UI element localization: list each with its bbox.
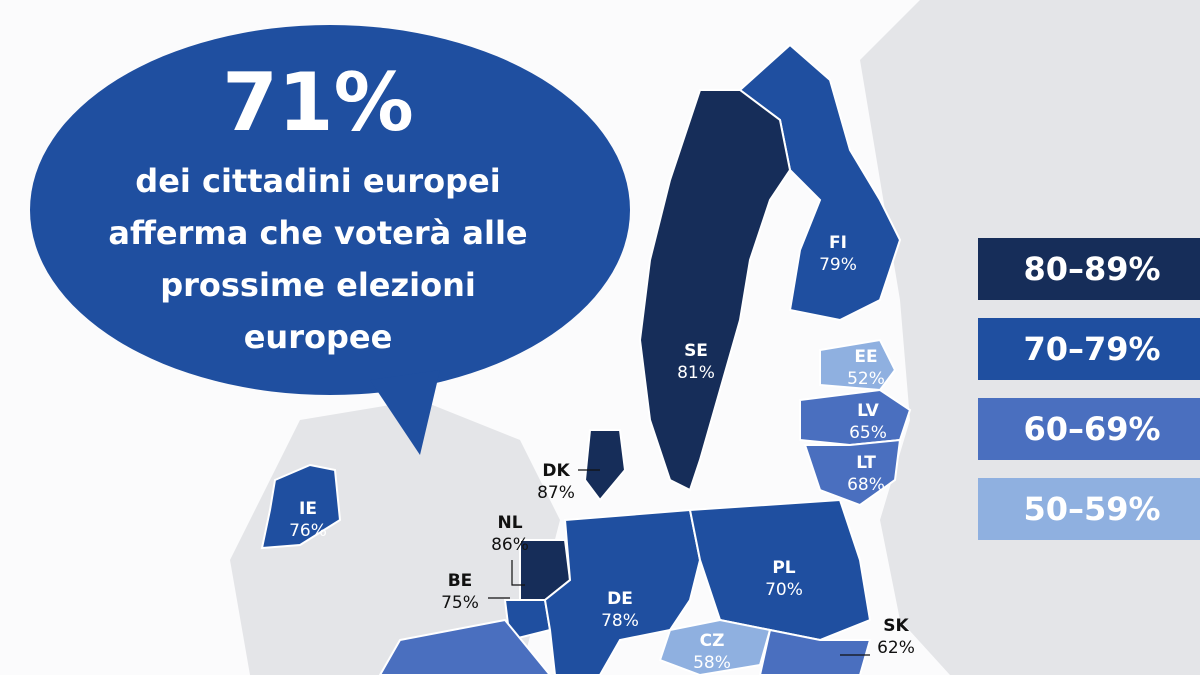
legend-label: 50–59% (1023, 490, 1160, 528)
country-value: 75% (441, 593, 479, 613)
country-code: DK (542, 461, 570, 481)
legend-swatch (978, 318, 1200, 380)
countries (260, 43, 912, 675)
country-code: LT (856, 453, 876, 473)
country-value: 79% (819, 255, 857, 275)
country-value: 52% (847, 369, 885, 389)
country-value: 65% (849, 423, 887, 443)
headline-value: 71% (222, 56, 413, 149)
country-code: CZ (700, 631, 725, 651)
country-code: LV (857, 401, 879, 421)
country-value: 81% (677, 363, 715, 383)
legend: 80–89% 70–79% 60–69% 50–59% (978, 238, 1200, 540)
headline-text: europee (244, 318, 393, 356)
leader-lines (488, 469, 870, 656)
country-code: BE (448, 571, 473, 591)
country-value: 62% (877, 638, 915, 658)
headline-text: prossime elezioni (160, 266, 476, 304)
country-value: 87% (537, 483, 575, 503)
country-code: NL (497, 513, 522, 533)
country-code: DE (607, 589, 633, 609)
headline-text: afferma che voterà alle (108, 214, 527, 252)
legend-label: 80–89% (1023, 250, 1160, 288)
country-code: IE (299, 499, 317, 519)
country-value: 76% (289, 521, 327, 541)
speech-bubble (30, 25, 630, 455)
legend-swatch (978, 478, 1200, 540)
country-code: SK (883, 616, 909, 636)
country-value: 86% (491, 535, 529, 555)
country-code: SE (684, 341, 708, 361)
country-value: 78% (601, 611, 639, 631)
headline-text: dei cittadini europei (135, 162, 500, 200)
country-code: FI (829, 233, 847, 253)
legend-label: 70–79% (1023, 330, 1160, 368)
legend-swatch (978, 398, 1200, 460)
country-value: 70% (765, 580, 803, 600)
country-code: EE (854, 347, 877, 367)
country-code: PL (772, 558, 795, 578)
country-value: 68% (847, 475, 885, 495)
legend-label: 60–69% (1023, 410, 1160, 448)
country-value: 58% (693, 653, 731, 673)
legend-swatch (978, 238, 1200, 300)
